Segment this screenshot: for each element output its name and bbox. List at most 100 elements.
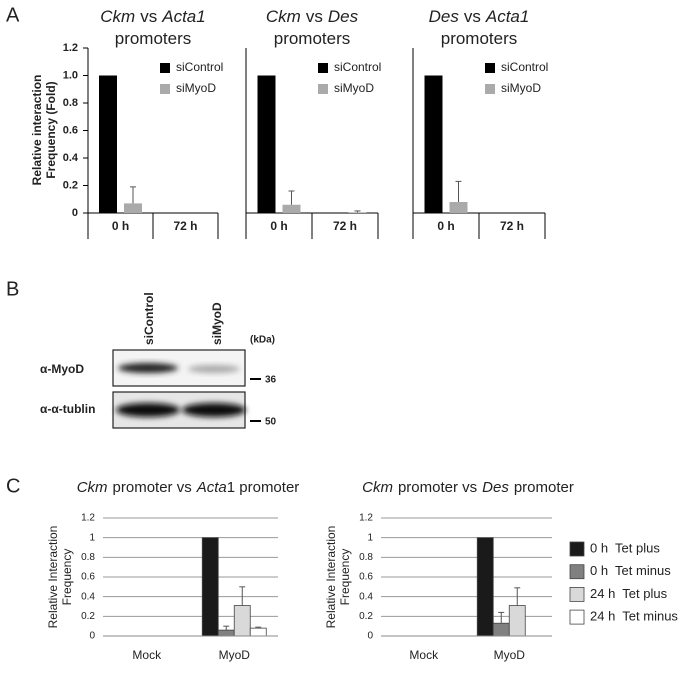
title-run: Acta1 (485, 7, 529, 26)
y-axis-label: Relative Interaction (324, 526, 338, 629)
chart-title: Ckm vs Acta1 (100, 7, 205, 26)
legend-swatch (160, 84, 170, 94)
title-run: promoter vs (113, 479, 192, 496)
legend-label: 24 h Tet minus (590, 609, 678, 624)
chart-title: promoters (115, 29, 192, 48)
bar (257, 75, 276, 213)
bar (217, 629, 235, 637)
title-run: vs (140, 7, 157, 26)
title-run: Ckm (77, 479, 108, 496)
bar (201, 537, 219, 637)
bar (476, 537, 494, 637)
title-run: Ckm (362, 479, 393, 496)
legend-swatch (485, 84, 495, 94)
title-run: Ckm (266, 7, 301, 26)
legend-label: siMyoD (176, 81, 216, 95)
title-run: Des (482, 479, 509, 496)
chart-title: Ckm promoter vs Des promoter (362, 479, 574, 496)
x-tick-label: Mock (409, 648, 439, 662)
y-tick-label: 0.8 (81, 552, 95, 563)
legend-swatch (318, 84, 328, 94)
error-bar (239, 586, 246, 606)
title-run: promoters (115, 29, 192, 48)
legend-label: 0 h Tet minus (590, 563, 671, 578)
chart-title: promoters (274, 29, 351, 48)
error-bar (255, 626, 262, 629)
panel-label: A (6, 4, 20, 26)
title-run: Acta1 (161, 7, 205, 26)
bar (508, 605, 526, 637)
legend-swatch (569, 587, 585, 602)
y-axis-label: Relative Interaction (46, 526, 60, 629)
y-axis-label: Frequency (338, 549, 352, 606)
panel-label: B (6, 278, 19, 300)
y-tick-label: 0.6 (63, 124, 78, 136)
x-tick-label: Mock (132, 648, 162, 662)
legend-swatch (318, 63, 328, 73)
y-tick-label: 0.2 (81, 611, 95, 622)
title-run: promoters (274, 29, 351, 48)
error-bar (498, 611, 505, 624)
x-tick-label: 0 h (437, 219, 454, 233)
y-tick-label: 0.2 (359, 611, 373, 622)
y-axis-label: Frequency (Fold) (44, 81, 58, 178)
legend-swatch (569, 541, 585, 557)
title-run: Des (328, 7, 359, 26)
y-tick-label: 0.6 (359, 572, 373, 583)
chart-title: Des vs Acta1 (429, 7, 530, 26)
bar (449, 202, 468, 213)
blot-image (112, 349, 246, 429)
x-tick-label: MyoD (219, 648, 251, 662)
legend-swatch (569, 564, 585, 580)
title-run: Des (429, 7, 460, 26)
bar (492, 622, 510, 637)
chart-title: Ckm promoter vs Acta1 promoter (77, 479, 300, 496)
legend-label: siControl (501, 60, 548, 74)
error-bar (514, 587, 521, 606)
y-tick-label: 0 (89, 631, 95, 642)
x-tick-label: 72 h (173, 219, 197, 233)
x-tick-label: 72 h (500, 219, 524, 233)
x-tick-label: 72 h (333, 219, 357, 233)
bar (249, 627, 267, 637)
y-tick-label: 0.6 (81, 572, 95, 583)
legend-label: siMyoD (334, 81, 374, 95)
blot-column: siControl (142, 292, 156, 345)
blot-column: siMyoD (210, 302, 224, 345)
chart-title: promoters (441, 29, 518, 48)
bar (424, 75, 443, 213)
y-tick-label: 1.2 (63, 42, 78, 54)
legend-label: siControl (334, 60, 381, 74)
title-run: 1 promoter (227, 479, 300, 496)
y-axis-label: Relative interaction (30, 75, 44, 186)
bar (124, 203, 142, 213)
bar (233, 605, 251, 637)
x-tick-label: MyoD (494, 648, 526, 662)
y-tick-label: 0.8 (63, 97, 78, 109)
chart-title: Ckm vs Des (266, 7, 359, 26)
legend-label: siMyoD (501, 81, 541, 95)
y-tick-label: 0.2 (63, 179, 78, 191)
bar (282, 204, 301, 213)
y-tick-label: 0.4 (359, 591, 373, 602)
bar (99, 75, 117, 213)
error-bar (354, 210, 361, 213)
y-tick-label: 1.2 (81, 513, 95, 524)
title-run: vs (306, 7, 323, 26)
panel-label: C (6, 475, 20, 497)
y-tick-label: 1 (367, 532, 373, 543)
title-run: Acta (196, 479, 227, 496)
y-tick-label: 1.2 (359, 513, 373, 524)
legend-swatch (485, 63, 495, 73)
title-run: vs (464, 7, 481, 26)
legend-label: 0 h Tet plus (590, 540, 660, 555)
y-tick-label: 0 (72, 207, 78, 219)
marker-label: 36 (265, 375, 277, 386)
title-run: Ckm (100, 7, 135, 26)
legend-label: siControl (176, 60, 223, 74)
y-tick-label: 1 (89, 532, 95, 543)
y-tick-label: 1.0 (63, 69, 78, 81)
blot-row-label: α-α-tublin (40, 402, 95, 416)
y-tick-label: 0.8 (359, 552, 373, 563)
